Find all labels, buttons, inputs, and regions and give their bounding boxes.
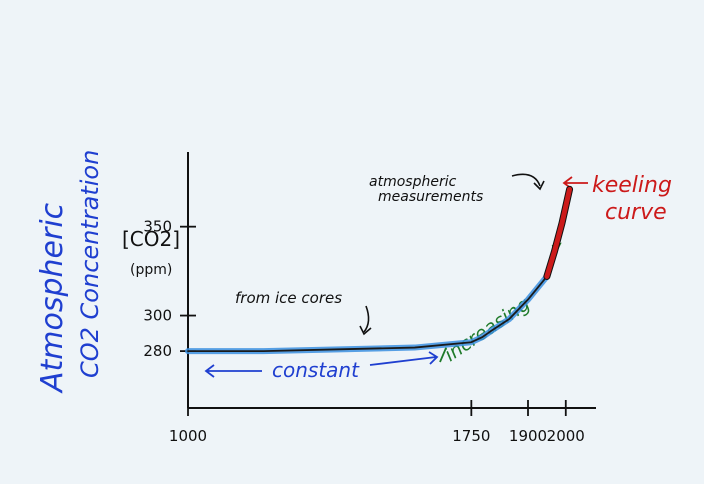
y-tick-label: 300 <box>143 307 172 325</box>
y-tick-label: 280 <box>143 342 172 360</box>
atmospheric-label-line1: atmospheric <box>369 174 457 190</box>
units-sub-label: (ppm) <box>130 262 172 278</box>
units-label: [CO2] <box>122 227 180 251</box>
keeling-series-line <box>544 186 573 279</box>
chart-marks: 1000 1750 1900 2000 280 300 350 <box>143 185 585 445</box>
ice-core-series-line <box>187 275 548 353</box>
y-axis-title-line1: Atmospheric <box>35 202 70 394</box>
y-tick-label: 350 <box>143 218 172 236</box>
atmospheric-arrowhead <box>533 180 545 191</box>
keeling-label-line2: curve <box>605 200 667 225</box>
constant-arrow-right <box>369 351 439 366</box>
atmospheric-arrow <box>511 173 541 187</box>
constant-label: constant <box>272 358 360 382</box>
ice-cores-label: from ice cores <box>235 289 342 307</box>
x-tick-label: 1750 <box>452 427 490 445</box>
x-tick-label: 2000 <box>547 427 585 445</box>
x-tick-label: 1900 <box>509 427 547 445</box>
x-tick-label: 1000 <box>169 427 207 445</box>
atmospheric-label-line2: measurements <box>378 189 483 205</box>
y-axis-title-line2: CO2 Concentration <box>76 150 104 378</box>
constant-arrow-left <box>204 364 262 378</box>
ice-cores-arrow <box>363 305 370 333</box>
keeling-label-line1: keeling <box>592 173 672 198</box>
ice-cores-arrowhead <box>359 325 372 336</box>
